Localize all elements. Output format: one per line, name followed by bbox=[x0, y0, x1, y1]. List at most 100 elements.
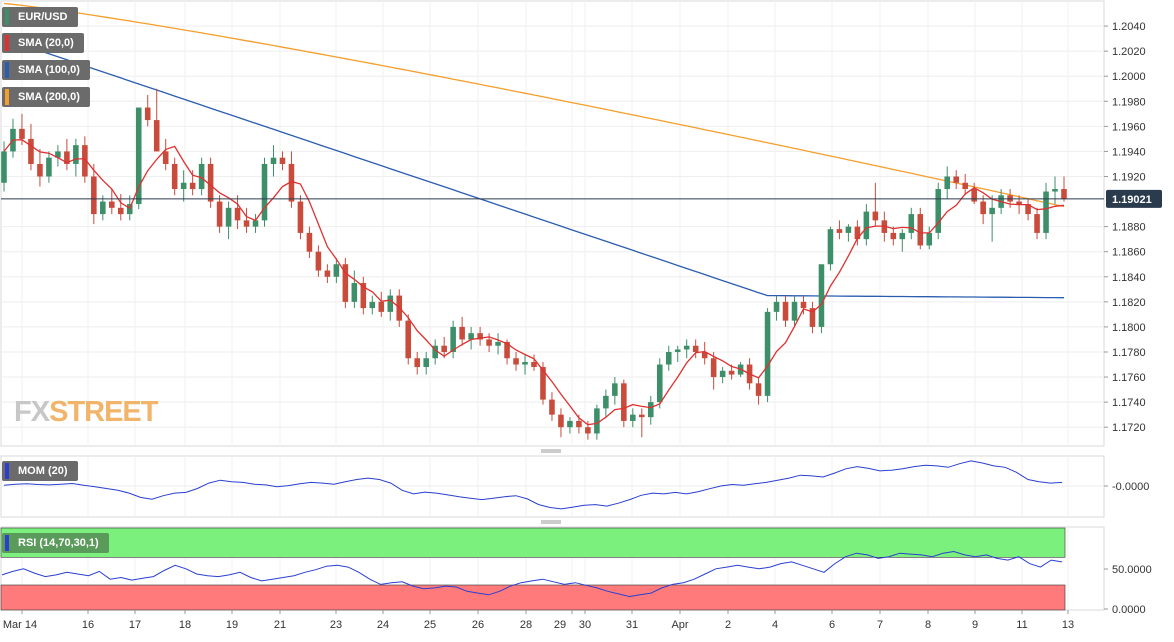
candle-body bbox=[809, 308, 816, 327]
price-tick-label: 1.2020 bbox=[1112, 46, 1146, 58]
candle-body bbox=[513, 358, 519, 365]
candle-body bbox=[863, 211, 870, 240]
candle-body bbox=[710, 358, 717, 378]
price-tick-label: 1.1880 bbox=[1112, 222, 1146, 234]
candle-body bbox=[180, 182, 187, 190]
price-tick-label: 1.1780 bbox=[1112, 347, 1146, 359]
candle-body bbox=[971, 189, 977, 202]
candle-body bbox=[486, 339, 492, 346]
swatch-sma-20 bbox=[5, 35, 9, 51]
sma-200-line bbox=[3, 2, 1065, 208]
swatch-rsi bbox=[5, 535, 9, 551]
candle-body bbox=[100, 201, 106, 215]
candle-body bbox=[207, 163, 214, 202]
candle-body bbox=[198, 163, 205, 190]
candle-body bbox=[872, 211, 879, 221]
candle-body bbox=[405, 320, 412, 359]
price-tick-label: 1.1800 bbox=[1112, 322, 1146, 334]
candle-body bbox=[279, 157, 286, 164]
legend-sma-100[interactable]: SMA (100,0) bbox=[2, 60, 90, 80]
time-tick-label: 18 bbox=[179, 619, 191, 631]
candle-body bbox=[917, 214, 924, 246]
price-tick-label: 1.1980 bbox=[1112, 96, 1146, 108]
candle-body bbox=[639, 414, 645, 418]
candle-body bbox=[243, 220, 250, 227]
time-tick-label: 19 bbox=[226, 619, 238, 631]
time-tick-label: 2 bbox=[725, 619, 731, 631]
candle-body bbox=[728, 370, 735, 375]
time-tick-label: Mar 14 bbox=[3, 619, 37, 631]
price-tick-label: 1.1820 bbox=[1112, 297, 1146, 309]
candle-body bbox=[603, 395, 609, 409]
time-tick-label: 23 bbox=[330, 619, 342, 631]
legend-sma-200[interactable]: SMA (200,0) bbox=[2, 87, 90, 107]
candle-body bbox=[234, 207, 241, 221]
current-price-badge bbox=[1106, 189, 1162, 208]
rsi-tick-label: 50.0000 bbox=[1112, 564, 1152, 576]
swatch-sma-200 bbox=[5, 89, 9, 105]
legend-mom[interactable]: MOM (20) bbox=[2, 461, 78, 481]
candle-body bbox=[369, 301, 376, 309]
candle-body bbox=[495, 341, 501, 346]
time-tick-label: 30 bbox=[579, 619, 591, 631]
candle-body bbox=[692, 345, 699, 352]
candle-body bbox=[800, 301, 807, 309]
candle-body bbox=[621, 383, 627, 421]
time-tick-label: 8 bbox=[925, 619, 931, 631]
candle-body bbox=[567, 420, 573, 428]
candle-body bbox=[414, 358, 421, 368]
candle-body bbox=[701, 351, 708, 359]
candle-body bbox=[1034, 214, 1040, 233]
candle-body bbox=[522, 362, 528, 365]
candle-body bbox=[1052, 189, 1058, 192]
candle-body bbox=[908, 214, 915, 233]
price-tick-label: 1.1760 bbox=[1112, 372, 1146, 384]
candle-body bbox=[477, 333, 483, 340]
price-tick-label: 1.1940 bbox=[1112, 146, 1146, 158]
candle-body bbox=[1043, 191, 1049, 233]
candle-body bbox=[55, 151, 61, 158]
candle-body bbox=[674, 349, 681, 352]
candle-body bbox=[468, 333, 474, 340]
time-tick-label: 13 bbox=[1062, 619, 1074, 631]
rsi-overbought-zone bbox=[0, 527, 1066, 558]
candle-body bbox=[1016, 201, 1022, 205]
candle-body bbox=[306, 232, 313, 252]
candle-body bbox=[989, 207, 995, 215]
time-tick-label: 16 bbox=[82, 619, 94, 631]
legend-mom-label: MOM (20) bbox=[18, 465, 68, 477]
time-tick-label: 28 bbox=[520, 619, 532, 631]
legend-sma-20[interactable]: SMA (20,0) bbox=[2, 33, 84, 53]
candle-body bbox=[531, 362, 537, 368]
candle-body bbox=[890, 232, 897, 240]
time-tick-label: Apr bbox=[671, 619, 688, 631]
legend-eurusd[interactable]: EUR/USD bbox=[2, 7, 78, 27]
candle-body bbox=[189, 182, 196, 190]
candle-body bbox=[126, 204, 133, 215]
candle-body bbox=[818, 264, 825, 327]
time-tick-label: 25 bbox=[424, 619, 436, 631]
candle-body bbox=[387, 295, 394, 312]
candle-body bbox=[665, 351, 672, 365]
candle-body bbox=[153, 120, 160, 152]
candle-body bbox=[109, 201, 115, 208]
mom-tick-label: -0.0000 bbox=[1112, 481, 1149, 493]
candle-body bbox=[19, 128, 25, 139]
candle-body bbox=[558, 414, 564, 428]
current-price-label: 1.19021 bbox=[1112, 194, 1152, 206]
candle-body bbox=[755, 383, 762, 396]
price-tick-label: 1.1960 bbox=[1112, 121, 1146, 133]
candle-body bbox=[135, 107, 142, 205]
candle-body bbox=[261, 163, 268, 221]
legend-rsi[interactable]: RSI (14,70,30,1) bbox=[2, 533, 109, 553]
candle-body bbox=[441, 345, 447, 352]
candle-body bbox=[647, 402, 654, 418]
candle-body bbox=[935, 189, 942, 233]
legend-eurusd-label: EUR/USD bbox=[18, 11, 68, 23]
price-tick-label: 1.2000 bbox=[1112, 71, 1146, 83]
time-tick-label: 7 bbox=[877, 619, 883, 631]
fxstreet-logo: FXSTREET bbox=[14, 396, 158, 428]
candle-body bbox=[432, 345, 438, 359]
time-tick-label: 21 bbox=[274, 619, 286, 631]
